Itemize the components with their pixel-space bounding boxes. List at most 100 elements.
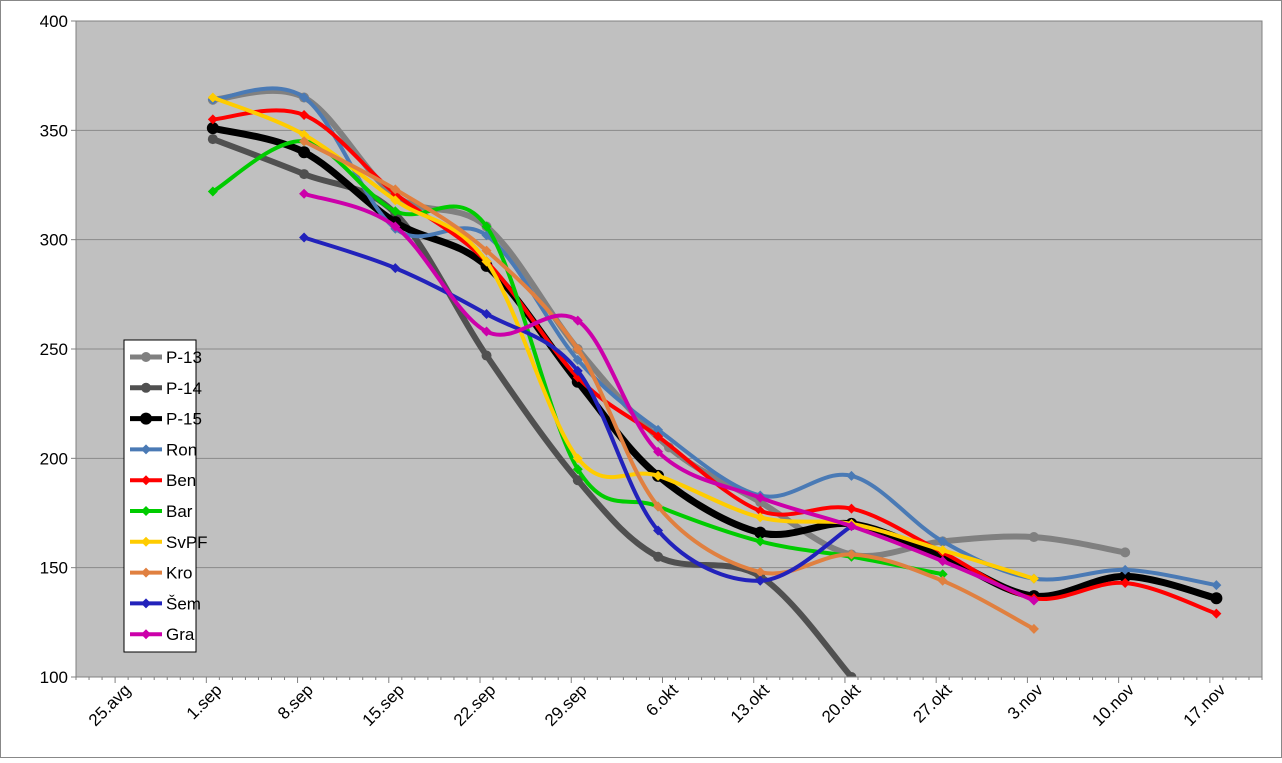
data-point: [299, 129, 310, 140]
data-point: [572, 453, 583, 464]
data-point: [299, 232, 310, 243]
data-point: [1028, 595, 1039, 606]
data-point: [653, 525, 664, 536]
legend-label: P-14: [166, 379, 202, 398]
legend: P-13 P-14 P-15 Ron Ben Bar SvPF Kro Šem Gra: [123, 339, 208, 653]
data-point: [207, 186, 218, 197]
legend-item: Ben: [130, 471, 196, 490]
data-point: [1120, 577, 1131, 588]
series-line: [302, 191, 1036, 603]
legend-item: P-13: [130, 348, 202, 367]
y-tick-label: 100: [40, 668, 68, 687]
legend-label: SvPF: [166, 533, 208, 552]
data-point: [1211, 580, 1222, 591]
data-point: [299, 92, 310, 103]
data-point: [755, 567, 766, 578]
legend-label: Gra: [166, 625, 195, 644]
data-point: [1028, 532, 1039, 543]
data-point: [481, 221, 492, 232]
data-point: [572, 354, 583, 365]
series-line: [209, 136, 855, 677]
data-point: [1210, 592, 1223, 605]
plot-area: [75, 20, 1263, 678]
data-point: [937, 556, 948, 567]
y-tick-label: 250: [40, 340, 68, 359]
data-point: [653, 551, 664, 562]
y-tick-label: 400: [40, 12, 68, 31]
data-point: [1028, 623, 1039, 634]
legend-marker: [140, 412, 152, 425]
data-point: [206, 122, 219, 135]
data-point: [937, 545, 948, 556]
legend-marker: [141, 629, 151, 640]
y-tick-label: 350: [40, 121, 68, 140]
data-point: [299, 169, 310, 180]
data-point: [299, 110, 310, 121]
data-point: [937, 536, 948, 547]
legend-marker: [141, 352, 151, 362]
legend-item: SvPF: [130, 533, 208, 552]
data-point: [481, 350, 492, 361]
legend-label: P-13: [166, 348, 202, 367]
data-point: [299, 188, 310, 199]
data-point: [755, 492, 766, 503]
data-point: [846, 503, 857, 514]
series-line: [302, 139, 1036, 631]
legend-marker: [141, 506, 151, 516]
data-point: [653, 446, 664, 457]
data-point: [846, 470, 857, 481]
series-group: [206, 86, 1223, 677]
data-point: [299, 136, 310, 147]
legend-item: Gra: [130, 625, 195, 644]
y-tick-label: 200: [40, 449, 68, 468]
data-point: [1211, 608, 1222, 619]
data-point: [572, 315, 583, 326]
legend-marker: [141, 567, 151, 578]
series-kro: [299, 136, 1039, 634]
legend-marker: [141, 475, 151, 486]
data-point: [572, 475, 583, 486]
data-point: [572, 365, 583, 376]
data-point: [481, 256, 492, 267]
y-tick-label: 150: [40, 559, 68, 578]
series-gra: [299, 188, 1039, 606]
data-point: [207, 134, 218, 145]
data-point: [653, 470, 664, 481]
data-point: [481, 326, 492, 337]
data-point: [846, 672, 857, 677]
data-point: [1119, 570, 1132, 583]
data-point: [1120, 547, 1131, 558]
data-point: [937, 569, 948, 580]
data-point: [390, 263, 401, 274]
legend-label: Šem: [166, 594, 201, 613]
data-point: [298, 146, 311, 159]
data-point: [653, 501, 664, 512]
data-point: [653, 431, 664, 442]
legend-label: Bar: [166, 502, 193, 521]
data-point: [1028, 573, 1039, 584]
data-point: [390, 206, 401, 217]
data-point: [1120, 564, 1131, 575]
series-line: [210, 95, 1036, 581]
legend-marker: [141, 382, 151, 393]
legend-label: Kro: [166, 564, 192, 583]
legend-item: Šem: [130, 594, 201, 613]
legend-item: Ron: [130, 440, 197, 459]
series-šem: [299, 232, 857, 586]
data-point: [481, 245, 492, 256]
data-point: [207, 92, 218, 103]
legend-marker: [141, 444, 151, 455]
legend-marker: [141, 536, 151, 547]
data-point: [755, 575, 766, 586]
legend-marker: [141, 598, 151, 609]
data-point: [754, 526, 767, 539]
data-point: [390, 221, 401, 232]
data-point: [846, 549, 857, 560]
data-point: [937, 575, 948, 586]
data-point: [755, 536, 766, 547]
data-point: [755, 505, 766, 516]
legend-item: Bar: [130, 502, 193, 521]
legend-box: [123, 339, 197, 653]
